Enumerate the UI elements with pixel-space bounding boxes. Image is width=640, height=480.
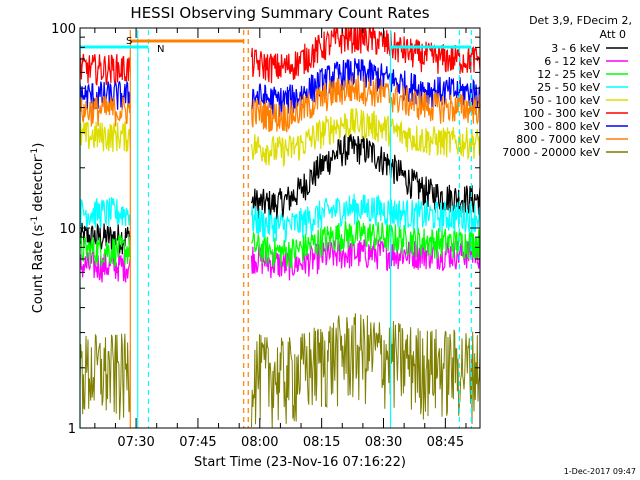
x-axis-label: Start Time (23-Nov-16 07:16:22) [194,455,406,470]
x-tick-label: 08:00 [241,435,278,450]
chart-title: HESSI Observing Summary Count Rates [130,4,429,22]
legend-label: 100 - 300 keV [523,107,600,120]
legend-label: 300 - 800 keV [523,120,600,133]
series-trace [250,133,481,221]
legend-label: 7000 - 20000 keV [502,146,600,159]
series-trace [251,313,481,429]
series-trace [79,235,131,269]
legend-label: 25 - 50 keV [537,81,600,94]
series-trace [250,193,481,243]
x-tick-label: 08:30 [365,435,402,450]
series-800-7000-kev [79,75,481,133]
x-tick-label: 08:45 [427,435,464,450]
axes: 07:30 07:45 08:00 08:15 08:30 08:45 1 10 100 [51,22,480,450]
series-trace [250,75,481,133]
legend-label: 3 - 6 keV [551,42,600,55]
y-tick-label: 10 [59,222,76,237]
y-axis-label: Count Rate (s-1 detector-1) [30,143,46,314]
series-trace [250,108,481,167]
footer-timestamp: 1-Dec-2017 09:47 [564,467,636,476]
legend-label: 50 - 100 keV [530,94,600,107]
series-trace [79,53,131,86]
y-tick-label: 100 [51,22,76,37]
series-12-25-kev [79,218,481,269]
series-trace [79,251,131,283]
flag-label-s: S [126,36,132,47]
x-tick-label: 08:15 [303,435,340,450]
x-tick-label: 07:30 [117,435,154,450]
x-tick-label: 07:45 [179,435,216,450]
series-7000-20000-kev [79,313,481,429]
series-100-300-kev [79,27,481,86]
series-trace [79,121,131,153]
legend-header-line-1: Det 3,9, FDecim 2, [529,14,632,27]
plot-area: SN [79,27,481,429]
y-tick-label: 1 [68,422,76,437]
series-25-50-kev [79,193,481,243]
series-trace [79,333,131,420]
flag-label-n: N [157,44,164,55]
series-trace [79,95,131,127]
legend-header-line-2: Att 0 [600,28,626,41]
legend-label: 800 - 7000 keV [516,133,600,146]
series-trace [79,196,131,229]
legend-label: 12 - 25 keV [537,68,600,81]
series-trace [250,218,481,269]
series-50-100-kev [79,108,481,167]
legend-label: 6 - 12 keV [544,55,600,68]
